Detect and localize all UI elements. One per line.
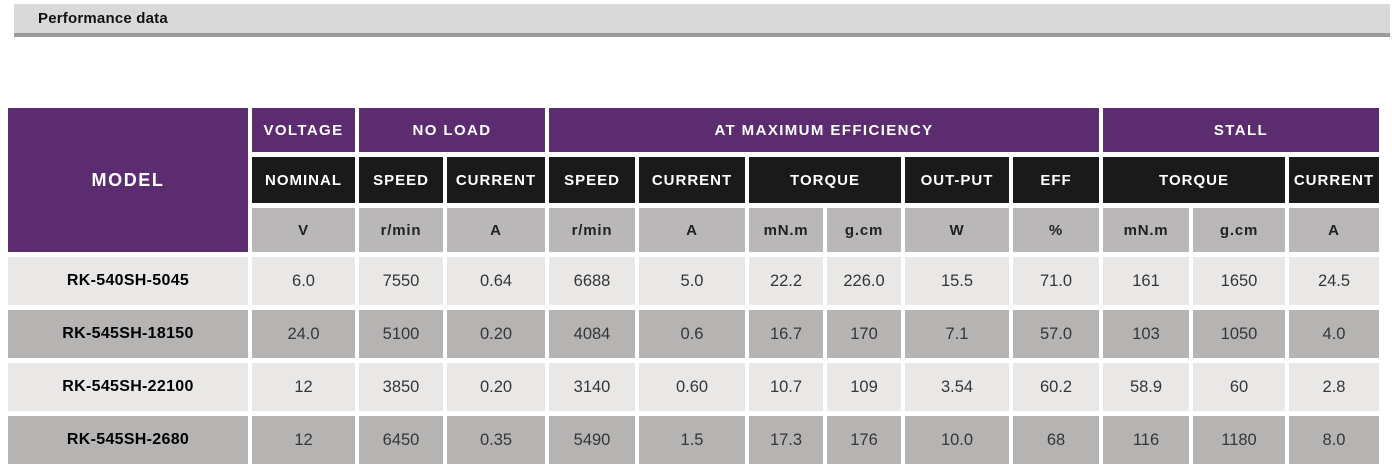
value-cell: 1050 [1193,310,1285,358]
subheader-nominal: NOMINAL [252,157,355,203]
value-cell: 12 [252,363,355,411]
value-cell: 161 [1103,257,1189,305]
group-header-stall: STALL [1103,108,1379,152]
unit-cell: W [905,208,1009,252]
value-cell: 103 [1103,310,1189,358]
value-cell: 3140 [549,363,635,411]
value-cell: 5100 [359,310,443,358]
value-cell: 60.2 [1013,363,1099,411]
value-cell: 1.5 [639,416,745,464]
unit-cell: A [1289,208,1379,252]
value-cell: 16.7 [749,310,823,358]
value-cell: 1650 [1193,257,1285,305]
value-cell: 15.5 [905,257,1009,305]
unit-cell: A [447,208,545,252]
model-column-header: MODEL [8,108,248,252]
unit-cell: % [1013,208,1099,252]
value-cell: 1180 [1193,416,1285,464]
value-cell: 0.35 [447,416,545,464]
value-cell: 10.0 [905,416,1009,464]
unit-cell: mN.m [1103,208,1189,252]
value-cell: 2.8 [1289,363,1379,411]
model-cell: RK-540SH-5045 [8,257,248,305]
value-cell: 3850 [359,363,443,411]
unit-cell: g.cm [827,208,901,252]
performance-data-table: MODEL VOLTAGE NO LOAD AT MAXIMUM EFFICIENCY… [8,108,1379,464]
subheader-torque: TORQUE [1103,157,1285,203]
unit-cell: r/min [359,208,443,252]
subheader-current: CURRENT [639,157,745,203]
value-cell: 10.7 [749,363,823,411]
value-cell: 7.1 [905,310,1009,358]
value-cell: 60 [1193,363,1285,411]
model-cell: RK-545SH-22100 [8,363,248,411]
value-cell: 176 [827,416,901,464]
value-cell: 116 [1103,416,1189,464]
value-cell: 8.0 [1289,416,1379,464]
group-header-at-maximum-efficiency: AT MAXIMUM EFFICIENCY [549,108,1099,152]
value-cell: 4.0 [1289,310,1379,358]
subheader-speed: SPEED [549,157,635,203]
value-cell: 170 [827,310,901,358]
section-header-bar: Performance data [14,4,1390,37]
value-cell: 5490 [549,416,635,464]
value-cell: 6688 [549,257,635,305]
unit-cell: r/min [549,208,635,252]
unit-cell: mN.m [749,208,823,252]
subheader-eff: EFF [1013,157,1099,203]
value-cell: 4084 [549,310,635,358]
value-cell: 5.0 [639,257,745,305]
model-cell: RK-545SH-18150 [8,310,248,358]
value-cell: 17.3 [749,416,823,464]
value-cell: 57.0 [1013,310,1099,358]
page-title: Performance data [38,10,168,27]
value-cell: 68 [1013,416,1099,464]
subheader-speed: SPEED [359,157,443,203]
unit-cell: g.cm [1193,208,1285,252]
subheader-current: CURRENT [447,157,545,203]
value-cell: 7550 [359,257,443,305]
value-cell: 12 [252,416,355,464]
model-cell: RK-545SH-2680 [8,416,248,464]
subheader-out-put: OUT-PUT [905,157,1009,203]
value-cell: 0.6 [639,310,745,358]
group-header-voltage: VOLTAGE [252,108,355,152]
value-cell: 0.20 [447,363,545,411]
value-cell: 3.54 [905,363,1009,411]
value-cell: 58.9 [1103,363,1189,411]
value-cell: 6.0 [252,257,355,305]
subheader-current: CURRENT [1289,157,1379,203]
unit-cell: A [639,208,745,252]
value-cell: 109 [827,363,901,411]
value-cell: 71.0 [1013,257,1099,305]
group-header-no-load: NO LOAD [359,108,545,152]
subheader-torque: TORQUE [749,157,901,203]
value-cell: 0.64 [447,257,545,305]
value-cell: 24.5 [1289,257,1379,305]
value-cell: 6450 [359,416,443,464]
value-cell: 22.2 [749,257,823,305]
value-cell: 0.20 [447,310,545,358]
value-cell: 0.60 [639,363,745,411]
value-cell: 24.0 [252,310,355,358]
value-cell: 226.0 [827,257,901,305]
unit-cell: V [252,208,355,252]
